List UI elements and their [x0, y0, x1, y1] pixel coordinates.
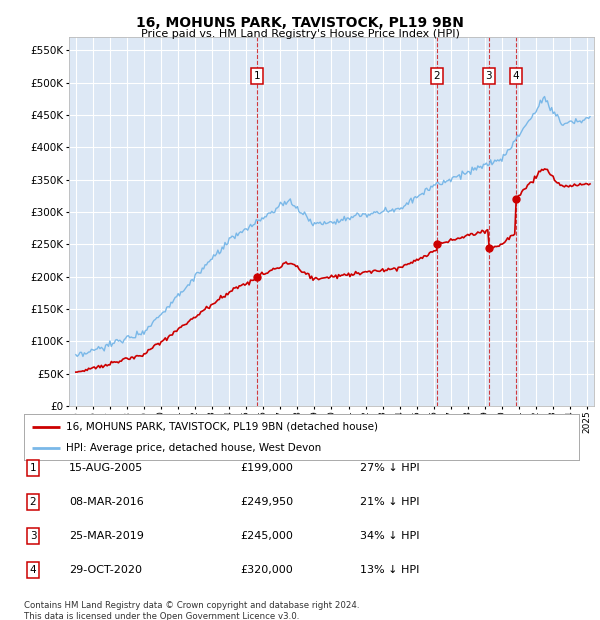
Text: £245,000: £245,000	[240, 531, 293, 541]
Text: 29-OCT-2020: 29-OCT-2020	[69, 565, 142, 575]
Text: 2: 2	[29, 497, 37, 507]
Text: £249,950: £249,950	[240, 497, 293, 507]
Text: £199,000: £199,000	[240, 463, 293, 473]
Text: 4: 4	[513, 71, 520, 81]
Text: 1: 1	[254, 71, 260, 81]
Text: 3: 3	[485, 71, 492, 81]
Text: 21% ↓ HPI: 21% ↓ HPI	[360, 497, 419, 507]
Text: 16, MOHUNS PARK, TAVISTOCK, PL19 9BN (detached house): 16, MOHUNS PARK, TAVISTOCK, PL19 9BN (de…	[65, 422, 377, 432]
Text: 27% ↓ HPI: 27% ↓ HPI	[360, 463, 419, 473]
Text: 2: 2	[434, 71, 440, 81]
Text: 13% ↓ HPI: 13% ↓ HPI	[360, 565, 419, 575]
Text: Price paid vs. HM Land Registry's House Price Index (HPI): Price paid vs. HM Land Registry's House …	[140, 29, 460, 38]
Text: 3: 3	[29, 531, 37, 541]
Text: 4: 4	[29, 565, 37, 575]
Text: 08-MAR-2016: 08-MAR-2016	[69, 497, 144, 507]
Text: 15-AUG-2005: 15-AUG-2005	[69, 463, 143, 473]
Text: 16, MOHUNS PARK, TAVISTOCK, PL19 9BN: 16, MOHUNS PARK, TAVISTOCK, PL19 9BN	[136, 16, 464, 30]
Text: £320,000: £320,000	[240, 565, 293, 575]
Text: 1: 1	[29, 463, 37, 473]
Text: 34% ↓ HPI: 34% ↓ HPI	[360, 531, 419, 541]
Text: Contains HM Land Registry data © Crown copyright and database right 2024.
This d: Contains HM Land Registry data © Crown c…	[24, 601, 359, 620]
Text: HPI: Average price, detached house, West Devon: HPI: Average price, detached house, West…	[65, 443, 321, 453]
Text: 25-MAR-2019: 25-MAR-2019	[69, 531, 144, 541]
